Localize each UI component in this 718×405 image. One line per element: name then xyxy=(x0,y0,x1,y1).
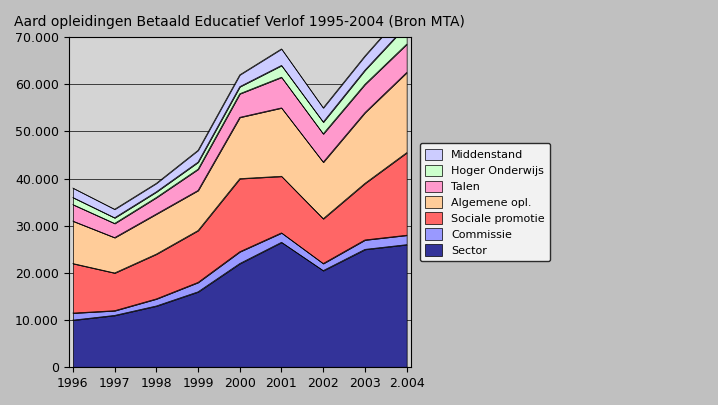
Legend: Middenstand, Hoger Onderwijs, Talen, Algemene opl., Sociale promotie, Commissie,: Middenstand, Hoger Onderwijs, Talen, Alg… xyxy=(420,143,550,261)
Title: Aard opleidingen Betaald Educatief Verlof 1995-2004 (Bron MTA): Aard opleidingen Betaald Educatief Verlo… xyxy=(14,15,465,29)
